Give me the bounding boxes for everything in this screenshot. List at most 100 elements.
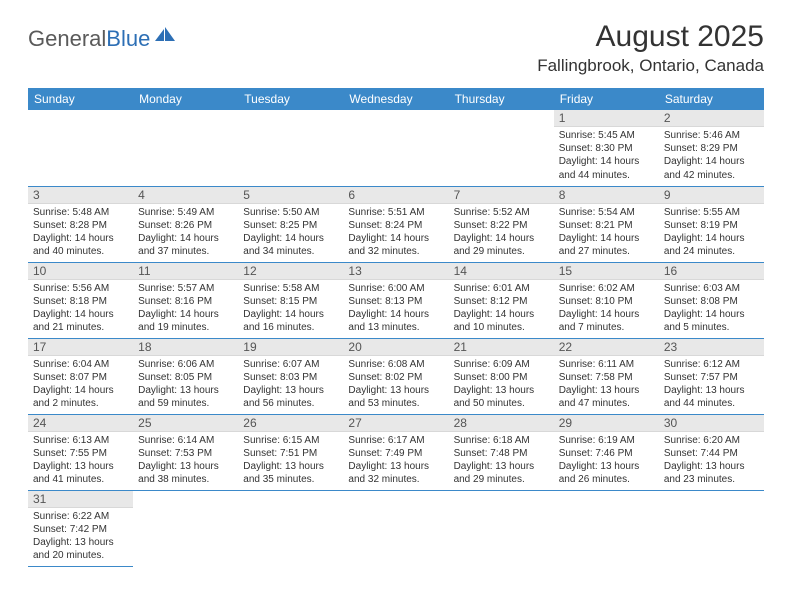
calendar-cell: 30Sunrise: 6:20 AMSunset: 7:44 PMDayligh… (659, 414, 764, 490)
sunrise-text: Sunrise: 6:14 AM (138, 434, 233, 447)
daylight-text: Daylight: 14 hours and 29 minutes. (454, 232, 549, 258)
sunrise-text: Sunrise: 5:49 AM (138, 206, 233, 219)
calendar-cell: 5Sunrise: 5:50 AMSunset: 8:25 PMDaylight… (238, 186, 343, 262)
day-body: Sunrise: 6:13 AMSunset: 7:55 PMDaylight:… (28, 432, 133, 490)
day-body: Sunrise: 6:14 AMSunset: 7:53 PMDaylight:… (133, 432, 238, 490)
daylight-text: Daylight: 13 hours and 50 minutes. (454, 384, 549, 410)
daylight-text: Daylight: 14 hours and 24 minutes. (664, 232, 759, 258)
sunrise-text: Sunrise: 5:58 AM (243, 282, 338, 295)
location: Fallingbrook, Ontario, Canada (537, 56, 764, 76)
day-body: Sunrise: 6:06 AMSunset: 8:05 PMDaylight:… (133, 356, 238, 414)
calendar-cell: 16Sunrise: 6:03 AMSunset: 8:08 PMDayligh… (659, 262, 764, 338)
calendar-cell: 29Sunrise: 6:19 AMSunset: 7:46 PMDayligh… (554, 414, 659, 490)
sunrise-text: Sunrise: 6:06 AM (138, 358, 233, 371)
calendar-cell: 9Sunrise: 5:55 AMSunset: 8:19 PMDaylight… (659, 186, 764, 262)
day-body: Sunrise: 6:11 AMSunset: 7:58 PMDaylight:… (554, 356, 659, 414)
day-number: 31 (28, 491, 133, 508)
day-number: 3 (28, 187, 133, 204)
daylight-text: Daylight: 14 hours and 13 minutes. (348, 308, 443, 334)
calendar-cell: 10Sunrise: 5:56 AMSunset: 8:18 PMDayligh… (28, 262, 133, 338)
daylight-text: Daylight: 13 hours and 38 minutes. (138, 460, 233, 486)
daylight-text: Daylight: 14 hours and 19 minutes. (138, 308, 233, 334)
calendar-cell (449, 110, 554, 186)
title-block: August 2025 Fallingbrook, Ontario, Canad… (537, 20, 764, 76)
logo-text-general: General (28, 26, 106, 52)
daylight-text: Daylight: 13 hours and 35 minutes. (243, 460, 338, 486)
day-body: Sunrise: 5:48 AMSunset: 8:28 PMDaylight:… (28, 204, 133, 262)
day-number: 8 (554, 187, 659, 204)
day-number: 13 (343, 263, 448, 280)
day-body: Sunrise: 6:17 AMSunset: 7:49 PMDaylight:… (343, 432, 448, 490)
calendar-cell: 1Sunrise: 5:45 AMSunset: 8:30 PMDaylight… (554, 110, 659, 186)
calendar-row: 10Sunrise: 5:56 AMSunset: 8:18 PMDayligh… (28, 262, 764, 338)
calendar-cell: 3Sunrise: 5:48 AMSunset: 8:28 PMDaylight… (28, 186, 133, 262)
daylight-text: Daylight: 13 hours and 47 minutes. (559, 384, 654, 410)
day-body: Sunrise: 6:01 AMSunset: 8:12 PMDaylight:… (449, 280, 554, 338)
sunrise-text: Sunrise: 5:46 AM (664, 129, 759, 142)
day-number: 28 (449, 415, 554, 432)
sunset-text: Sunset: 8:25 PM (243, 219, 338, 232)
sail-icon (154, 27, 176, 46)
sunset-text: Sunset: 8:16 PM (138, 295, 233, 308)
sunset-text: Sunset: 7:42 PM (33, 523, 128, 536)
day-number: 16 (659, 263, 764, 280)
day-number: 24 (28, 415, 133, 432)
daylight-text: Daylight: 13 hours and 20 minutes. (33, 536, 128, 562)
daylight-text: Daylight: 13 hours and 59 minutes. (138, 384, 233, 410)
calendar-cell: 20Sunrise: 6:08 AMSunset: 8:02 PMDayligh… (343, 338, 448, 414)
calendar-cell (133, 110, 238, 186)
sunset-text: Sunset: 8:29 PM (664, 142, 759, 155)
day-number: 11 (133, 263, 238, 280)
calendar-cell: 22Sunrise: 6:11 AMSunset: 7:58 PMDayligh… (554, 338, 659, 414)
day-body: Sunrise: 6:08 AMSunset: 8:02 PMDaylight:… (343, 356, 448, 414)
daylight-text: Daylight: 14 hours and 5 minutes. (664, 308, 759, 334)
calendar-cell (238, 110, 343, 186)
day-number: 18 (133, 339, 238, 356)
calendar-row: 17Sunrise: 6:04 AMSunset: 8:07 PMDayligh… (28, 338, 764, 414)
sunrise-text: Sunrise: 6:07 AM (243, 358, 338, 371)
daylight-text: Daylight: 14 hours and 2 minutes. (33, 384, 128, 410)
day-body: Sunrise: 6:18 AMSunset: 7:48 PMDaylight:… (449, 432, 554, 490)
sunrise-text: Sunrise: 5:55 AM (664, 206, 759, 219)
sunrise-text: Sunrise: 6:22 AM (33, 510, 128, 523)
daylight-text: Daylight: 13 hours and 26 minutes. (559, 460, 654, 486)
calendar-row: 3Sunrise: 5:48 AMSunset: 8:28 PMDaylight… (28, 186, 764, 262)
daylight-text: Daylight: 13 hours and 29 minutes. (454, 460, 549, 486)
daylight-text: Daylight: 14 hours and 27 minutes. (559, 232, 654, 258)
sunrise-text: Sunrise: 6:20 AM (664, 434, 759, 447)
daylight-text: Daylight: 14 hours and 16 minutes. (243, 308, 338, 334)
day-body: Sunrise: 6:07 AMSunset: 8:03 PMDaylight:… (238, 356, 343, 414)
sunset-text: Sunset: 8:28 PM (33, 219, 128, 232)
daylight-text: Daylight: 13 hours and 53 minutes. (348, 384, 443, 410)
day-body: Sunrise: 5:58 AMSunset: 8:15 PMDaylight:… (238, 280, 343, 338)
calendar-row: 1Sunrise: 5:45 AMSunset: 8:30 PMDaylight… (28, 110, 764, 186)
calendar-cell: 14Sunrise: 6:01 AMSunset: 8:12 PMDayligh… (449, 262, 554, 338)
day-body: Sunrise: 5:56 AMSunset: 8:18 PMDaylight:… (28, 280, 133, 338)
logo-text-blue: Blue (106, 26, 150, 52)
weekday-header: Tuesday (238, 88, 343, 110)
sunrise-text: Sunrise: 5:52 AM (454, 206, 549, 219)
sunrise-text: Sunrise: 5:50 AM (243, 206, 338, 219)
day-number: 9 (659, 187, 764, 204)
day-body: Sunrise: 6:19 AMSunset: 7:46 PMDaylight:… (554, 432, 659, 490)
day-number: 22 (554, 339, 659, 356)
sunrise-text: Sunrise: 6:09 AM (454, 358, 549, 371)
weekday-header: Friday (554, 88, 659, 110)
sunset-text: Sunset: 8:03 PM (243, 371, 338, 384)
day-body: Sunrise: 5:50 AMSunset: 8:25 PMDaylight:… (238, 204, 343, 262)
day-number: 26 (238, 415, 343, 432)
sunrise-text: Sunrise: 6:19 AM (559, 434, 654, 447)
day-body: Sunrise: 6:00 AMSunset: 8:13 PMDaylight:… (343, 280, 448, 338)
daylight-text: Daylight: 13 hours and 23 minutes. (664, 460, 759, 486)
calendar-cell (133, 490, 238, 566)
sunset-text: Sunset: 8:30 PM (559, 142, 654, 155)
day-number: 2 (659, 110, 764, 127)
day-body: Sunrise: 6:09 AMSunset: 8:00 PMDaylight:… (449, 356, 554, 414)
day-body: Sunrise: 6:02 AMSunset: 8:10 PMDaylight:… (554, 280, 659, 338)
sunrise-text: Sunrise: 6:17 AM (348, 434, 443, 447)
day-number: 29 (554, 415, 659, 432)
calendar-cell: 15Sunrise: 6:02 AMSunset: 8:10 PMDayligh… (554, 262, 659, 338)
day-number: 21 (449, 339, 554, 356)
day-body: Sunrise: 6:22 AMSunset: 7:42 PMDaylight:… (28, 508, 133, 566)
daylight-text: Daylight: 13 hours and 32 minutes. (348, 460, 443, 486)
